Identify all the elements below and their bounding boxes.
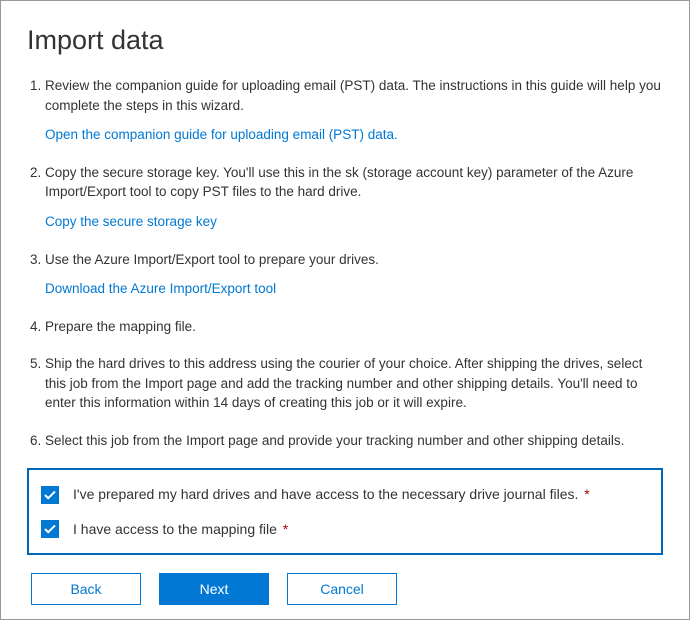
copy-storage-key-link[interactable]: Copy the secure storage key	[45, 212, 217, 232]
checkbox-row-drives-prepared[interactable]: I've prepared my hard drives and have ac…	[41, 484, 649, 504]
step-text: Ship the hard drives to this address usi…	[45, 356, 642, 410]
step-item: Copy the secure storage key. You'll use …	[45, 163, 663, 232]
step-item: Review the companion guide for uploading…	[45, 76, 663, 145]
page-title: Import data	[27, 21, 663, 60]
step-text: Review the companion guide for uploading…	[45, 78, 661, 113]
confirmation-checkbox-area: I've prepared my hard drives and have ac…	[27, 468, 663, 555]
back-button[interactable]: Back	[31, 573, 141, 605]
step-item: Ship the hard drives to this address usi…	[45, 354, 663, 413]
required-asterisk: *	[279, 521, 288, 537]
step-item: Use the Azure Import/Export tool to prep…	[45, 250, 663, 299]
checkbox-label: I've prepared my hard drives and have ac…	[73, 484, 590, 504]
checkbox-label: I have access to the mapping file *	[73, 519, 288, 539]
download-tool-link[interactable]: Download the Azure Import/Export tool	[45, 279, 276, 299]
companion-guide-link[interactable]: Open the companion guide for uploading e…	[45, 125, 398, 145]
checkbox-row-mapping-file[interactable]: I have access to the mapping file *	[41, 519, 649, 539]
wizard-buttons: Back Next Cancel	[27, 573, 663, 605]
step-item: Select this job from the Import page and…	[45, 431, 663, 451]
steps-list: Review the companion guide for uploading…	[27, 76, 663, 450]
cancel-button[interactable]: Cancel	[287, 573, 397, 605]
next-button[interactable]: Next	[159, 573, 269, 605]
required-asterisk: *	[580, 486, 589, 502]
step-item: Prepare the mapping file.	[45, 317, 663, 337]
step-text: Use the Azure Import/Export tool to prep…	[45, 252, 379, 267]
checkbox-checked-icon	[41, 520, 59, 538]
step-text: Prepare the mapping file.	[45, 319, 196, 334]
step-text: Copy the secure storage key. You'll use …	[45, 165, 633, 200]
step-text: Select this job from the Import page and…	[45, 433, 624, 448]
checkbox-checked-icon	[41, 486, 59, 504]
